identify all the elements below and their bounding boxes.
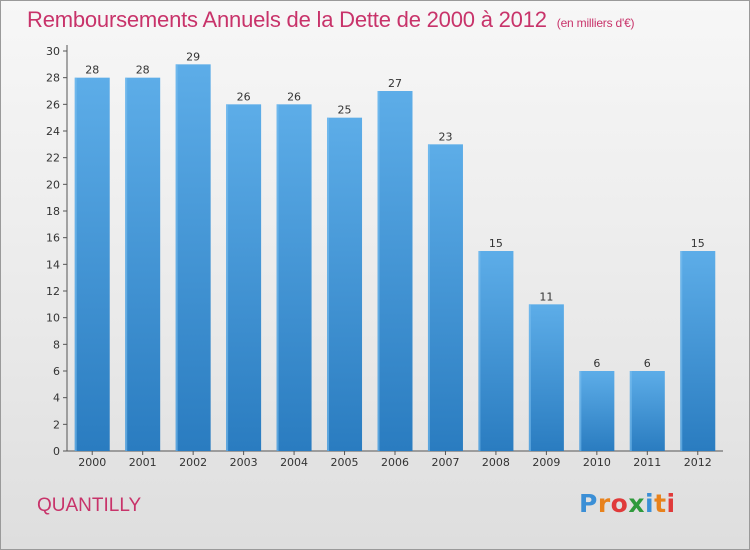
y-tick-label: 16 <box>46 232 60 245</box>
bar-value-label: 23 <box>438 130 452 143</box>
y-tick-label: 28 <box>46 72 60 85</box>
y-tick-label: 2 <box>53 418 60 431</box>
x-tick-label: 2012 <box>684 456 712 469</box>
bar <box>427 144 463 452</box>
chart-title: Remboursements Annuels de la Dette de 20… <box>27 7 635 33</box>
x-tick-label: 2001 <box>129 456 157 469</box>
x-tick-label: 2006 <box>381 456 409 469</box>
y-tick-label: 22 <box>46 152 60 165</box>
bar <box>175 64 211 452</box>
bar-highlight <box>74 77 77 452</box>
bar-value-label: 6 <box>593 357 600 370</box>
y-tick-label: 4 <box>53 392 60 405</box>
bar <box>74 77 110 452</box>
y-tick-label: 8 <box>53 338 60 351</box>
logo-letter: t <box>654 489 667 518</box>
bar-value-label: 29 <box>186 50 200 63</box>
y-tick-label: 26 <box>46 98 60 111</box>
bar-value-label: 28 <box>136 64 150 77</box>
x-tick-label: 2002 <box>179 456 207 469</box>
y-tick-label: 18 <box>46 205 60 218</box>
y-tick-label: 10 <box>46 312 60 325</box>
bar-highlight <box>226 104 229 451</box>
bar-value-label: 27 <box>388 77 402 90</box>
bar-value-label: 15 <box>691 237 705 250</box>
chart-title-text: Remboursements Annuels de la Dette de 20… <box>27 7 547 32</box>
bar-highlight <box>579 371 582 451</box>
x-tick-label: 2010 <box>583 456 611 469</box>
bar <box>528 304 564 451</box>
bar-highlight <box>528 304 531 451</box>
x-tick-label: 2009 <box>532 456 560 469</box>
y-tick-label: 6 <box>53 365 60 378</box>
bar-highlight <box>629 371 632 451</box>
bar-highlight <box>427 144 430 452</box>
y-tick-label: 0 <box>53 445 60 458</box>
x-tick-label: 2008 <box>482 456 510 469</box>
bar-highlight <box>478 251 481 451</box>
bar-value-label: 28 <box>85 64 99 77</box>
bar-highlight <box>276 104 279 451</box>
bar-highlight <box>125 77 128 452</box>
y-tick-label: 30 <box>46 45 60 58</box>
bar-value-label: 6 <box>644 357 651 370</box>
bar <box>680 251 716 451</box>
logo-letter: o <box>610 489 629 518</box>
bar <box>327 117 363 452</box>
bar-value-label: 26 <box>287 90 301 103</box>
x-tick-label: 2004 <box>280 456 308 469</box>
bar-value-label: 26 <box>237 90 251 103</box>
bar-value-label: 11 <box>539 290 553 303</box>
bar <box>276 104 312 451</box>
commune-name: QUANTILLY <box>37 495 142 516</box>
x-tick-label: 2011 <box>633 456 661 469</box>
y-tick-label: 24 <box>46 125 60 138</box>
bar-highlight <box>327 117 330 452</box>
bar-highlight <box>175 64 178 452</box>
bar-value-label: 15 <box>489 237 503 250</box>
logo-letter: x <box>628 489 645 518</box>
logo-letter: i <box>645 489 655 518</box>
logo-letter: P <box>579 489 598 518</box>
bar-highlight <box>377 91 380 451</box>
bar <box>226 104 262 451</box>
x-tick-label: 2000 <box>78 456 106 469</box>
bar <box>579 371 615 451</box>
bar <box>629 371 665 451</box>
bar-value-label: 25 <box>338 104 352 117</box>
proxiti-logo: Proxiti <box>579 489 676 518</box>
x-tick-label: 2003 <box>230 456 258 469</box>
y-tick-label: 12 <box>46 285 60 298</box>
bar <box>125 77 161 452</box>
x-tick-label: 2005 <box>331 456 359 469</box>
chart-subtitle: (en milliers d'€) <box>556 16 635 30</box>
bar-highlight <box>680 251 683 451</box>
y-tick-label: 20 <box>46 178 60 191</box>
x-tick-label: 2007 <box>431 456 459 469</box>
logo-letter: i <box>666 489 676 518</box>
bar <box>478 251 514 451</box>
y-tick-label: 14 <box>46 258 60 271</box>
logo-letter: r <box>597 489 611 518</box>
bar <box>377 91 413 451</box>
